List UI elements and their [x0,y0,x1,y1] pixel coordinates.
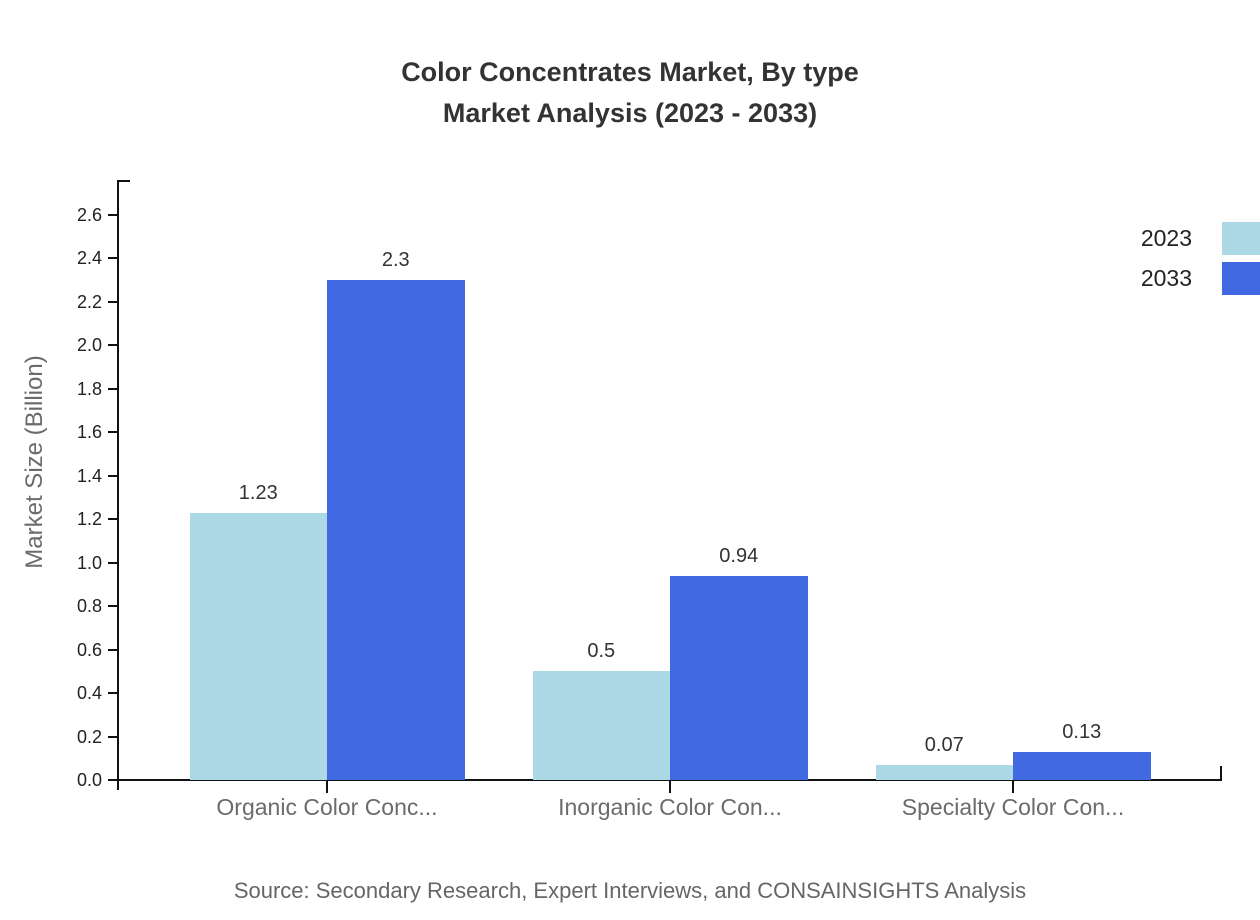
y-tick-mark [108,214,118,216]
y-tick-label: 2.0 [76,335,102,356]
y-tick-mark [108,344,118,347]
category-label-2: Inorganic Color Con... [558,794,782,820]
y-tick-label: 0.4 [76,683,102,704]
bar-2023-cat1 [189,512,327,780]
bar-value-label: 1.23 [238,481,278,504]
x-axis-right-cap [1220,766,1222,781]
y-tick-mark [108,300,118,303]
chart-title-line2: Market Analysis (2023 - 2033) [442,98,818,128]
chart-title-line1: Color Concentrates Market, By type [401,57,859,87]
x-axis-line [109,779,1222,781]
legend-item-2033: 2033 [1141,262,1260,295]
legend-swatch [1222,262,1260,295]
bar-2023-cat3 [875,764,1013,780]
bar-value-label: 2.3 [381,249,410,272]
bar-2023-cat2 [532,671,670,780]
y-tick-mark [108,605,118,608]
y-axis-line [117,180,119,790]
y-axis-top-cap [117,180,130,182]
x-tick-mark [1012,780,1014,793]
legend-label: 2023 [1140,225,1192,251]
y-tick-label: 0.8 [76,596,102,617]
source-note: Source: Secondary Research, Expert Inter… [233,878,1027,903]
y-tick-mark [108,648,118,651]
y-tick-mark [108,735,118,738]
bar-value-label: 0.13 [1062,720,1102,743]
y-tick-mark [108,387,118,390]
legend-swatch [1222,222,1260,255]
y-tick-label: 0.2 [76,726,102,747]
y-tick-label: 0.6 [76,639,102,660]
bar-value-label: 0.07 [924,733,964,756]
y-tick-mark [108,431,118,434]
legend: 2023 2033 [1141,222,1260,302]
legend-label: 2033 [1140,265,1192,291]
bar-2033-cat3 [1013,751,1151,780]
chart-title: Color Concentrates Market, By type Marke… [0,52,1260,134]
y-tick-label: 1.6 [76,422,102,443]
category-label-3: Specialty Color Con... [901,794,1125,820]
y-tick-label: 1.2 [76,509,102,530]
y-tick-label: 1.8 [76,378,102,399]
y-tick-label: 1.4 [76,465,102,486]
y-tick-mark [108,518,118,521]
y-tick-label: 0.0 [76,770,102,790]
y-tick-mark [108,474,118,477]
bar-value-label: 0.5 [587,640,616,663]
bar-value-label: 0.94 [719,544,759,567]
y-tick-label: 2.4 [76,248,102,269]
y-tick-mark [108,692,118,695]
y-tick-label: 2.6 [76,205,102,225]
legend-item-2023: 2023 [1141,222,1260,255]
y-tick-mark [108,779,118,781]
category-label-1: Organic Color Conc... [216,794,438,820]
x-tick-mark [669,780,671,793]
bar-2033-cat1 [327,280,465,780]
y-tick-mark [108,257,118,260]
y-tick-mark [108,561,118,564]
x-tick-mark [326,780,328,793]
y-tick-label: 2.2 [76,291,102,312]
y-tick-label: 1.0 [76,552,102,573]
bar-2033-cat2 [670,575,808,780]
